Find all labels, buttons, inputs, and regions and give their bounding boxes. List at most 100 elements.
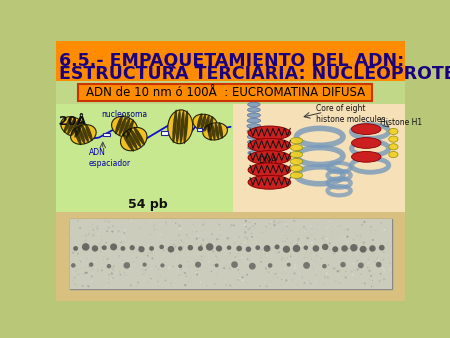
Circle shape [147, 282, 148, 283]
Circle shape [221, 283, 222, 284]
Circle shape [259, 259, 261, 261]
Circle shape [195, 271, 197, 273]
Circle shape [285, 241, 286, 242]
Circle shape [76, 255, 77, 256]
Circle shape [252, 236, 253, 238]
Circle shape [316, 229, 317, 230]
Circle shape [319, 264, 320, 265]
Ellipse shape [247, 124, 261, 128]
Circle shape [159, 234, 162, 236]
Circle shape [216, 245, 222, 251]
Circle shape [350, 244, 351, 245]
Circle shape [188, 261, 189, 262]
Circle shape [88, 266, 90, 268]
Circle shape [72, 251, 74, 254]
Circle shape [184, 284, 186, 286]
Circle shape [97, 233, 99, 235]
Circle shape [376, 258, 378, 260]
Circle shape [169, 262, 170, 264]
Circle shape [313, 268, 314, 269]
Circle shape [108, 246, 109, 247]
Circle shape [171, 234, 173, 235]
Circle shape [352, 274, 354, 276]
Circle shape [136, 264, 137, 265]
Ellipse shape [119, 117, 126, 136]
FancyBboxPatch shape [103, 132, 110, 137]
Circle shape [245, 226, 247, 227]
Circle shape [107, 264, 111, 268]
Circle shape [137, 249, 139, 251]
Circle shape [332, 266, 333, 267]
Circle shape [249, 223, 250, 224]
Circle shape [101, 275, 102, 277]
Ellipse shape [248, 138, 291, 152]
Circle shape [133, 269, 134, 270]
Circle shape [242, 279, 244, 281]
Circle shape [172, 286, 173, 287]
Circle shape [180, 268, 182, 270]
Circle shape [84, 242, 86, 244]
Circle shape [130, 220, 132, 222]
Circle shape [326, 246, 328, 248]
Circle shape [178, 246, 183, 251]
Circle shape [101, 246, 103, 248]
Circle shape [293, 245, 300, 252]
Circle shape [266, 226, 267, 227]
Circle shape [123, 237, 125, 239]
Circle shape [182, 241, 184, 243]
Circle shape [155, 266, 157, 267]
Circle shape [240, 275, 241, 276]
Circle shape [377, 259, 379, 261]
Circle shape [266, 235, 267, 236]
Circle shape [333, 253, 334, 254]
Circle shape [213, 264, 215, 265]
Circle shape [197, 253, 199, 255]
Ellipse shape [71, 119, 79, 136]
Circle shape [369, 269, 371, 271]
Circle shape [286, 284, 287, 286]
Circle shape [211, 271, 212, 272]
Circle shape [266, 285, 268, 287]
Ellipse shape [248, 107, 260, 112]
Circle shape [105, 242, 107, 243]
Circle shape [274, 244, 279, 249]
Circle shape [299, 272, 301, 274]
Text: 20Å: 20Å [58, 115, 86, 128]
Circle shape [266, 286, 267, 288]
Circle shape [212, 241, 213, 242]
Ellipse shape [247, 118, 261, 123]
Circle shape [384, 229, 386, 231]
Circle shape [275, 233, 276, 234]
Ellipse shape [389, 151, 398, 158]
Circle shape [153, 226, 154, 227]
Circle shape [314, 239, 315, 240]
Circle shape [386, 275, 387, 276]
Circle shape [232, 227, 234, 228]
Circle shape [332, 253, 334, 255]
Circle shape [230, 224, 233, 226]
Circle shape [282, 221, 284, 223]
Circle shape [136, 251, 138, 253]
Circle shape [283, 241, 284, 242]
Circle shape [301, 276, 303, 279]
Circle shape [108, 221, 110, 223]
Circle shape [179, 228, 181, 230]
Circle shape [370, 248, 373, 250]
Circle shape [311, 234, 312, 235]
Circle shape [238, 229, 241, 231]
Circle shape [341, 259, 342, 260]
Circle shape [264, 245, 270, 252]
Circle shape [166, 270, 168, 271]
Circle shape [143, 263, 147, 267]
Circle shape [316, 261, 317, 262]
Circle shape [119, 271, 120, 272]
Circle shape [219, 232, 220, 233]
Circle shape [287, 263, 291, 267]
Circle shape [217, 226, 220, 228]
Circle shape [361, 224, 363, 226]
Ellipse shape [207, 116, 213, 132]
Ellipse shape [290, 165, 303, 171]
Circle shape [108, 274, 110, 276]
Circle shape [77, 220, 79, 222]
Circle shape [379, 245, 385, 250]
